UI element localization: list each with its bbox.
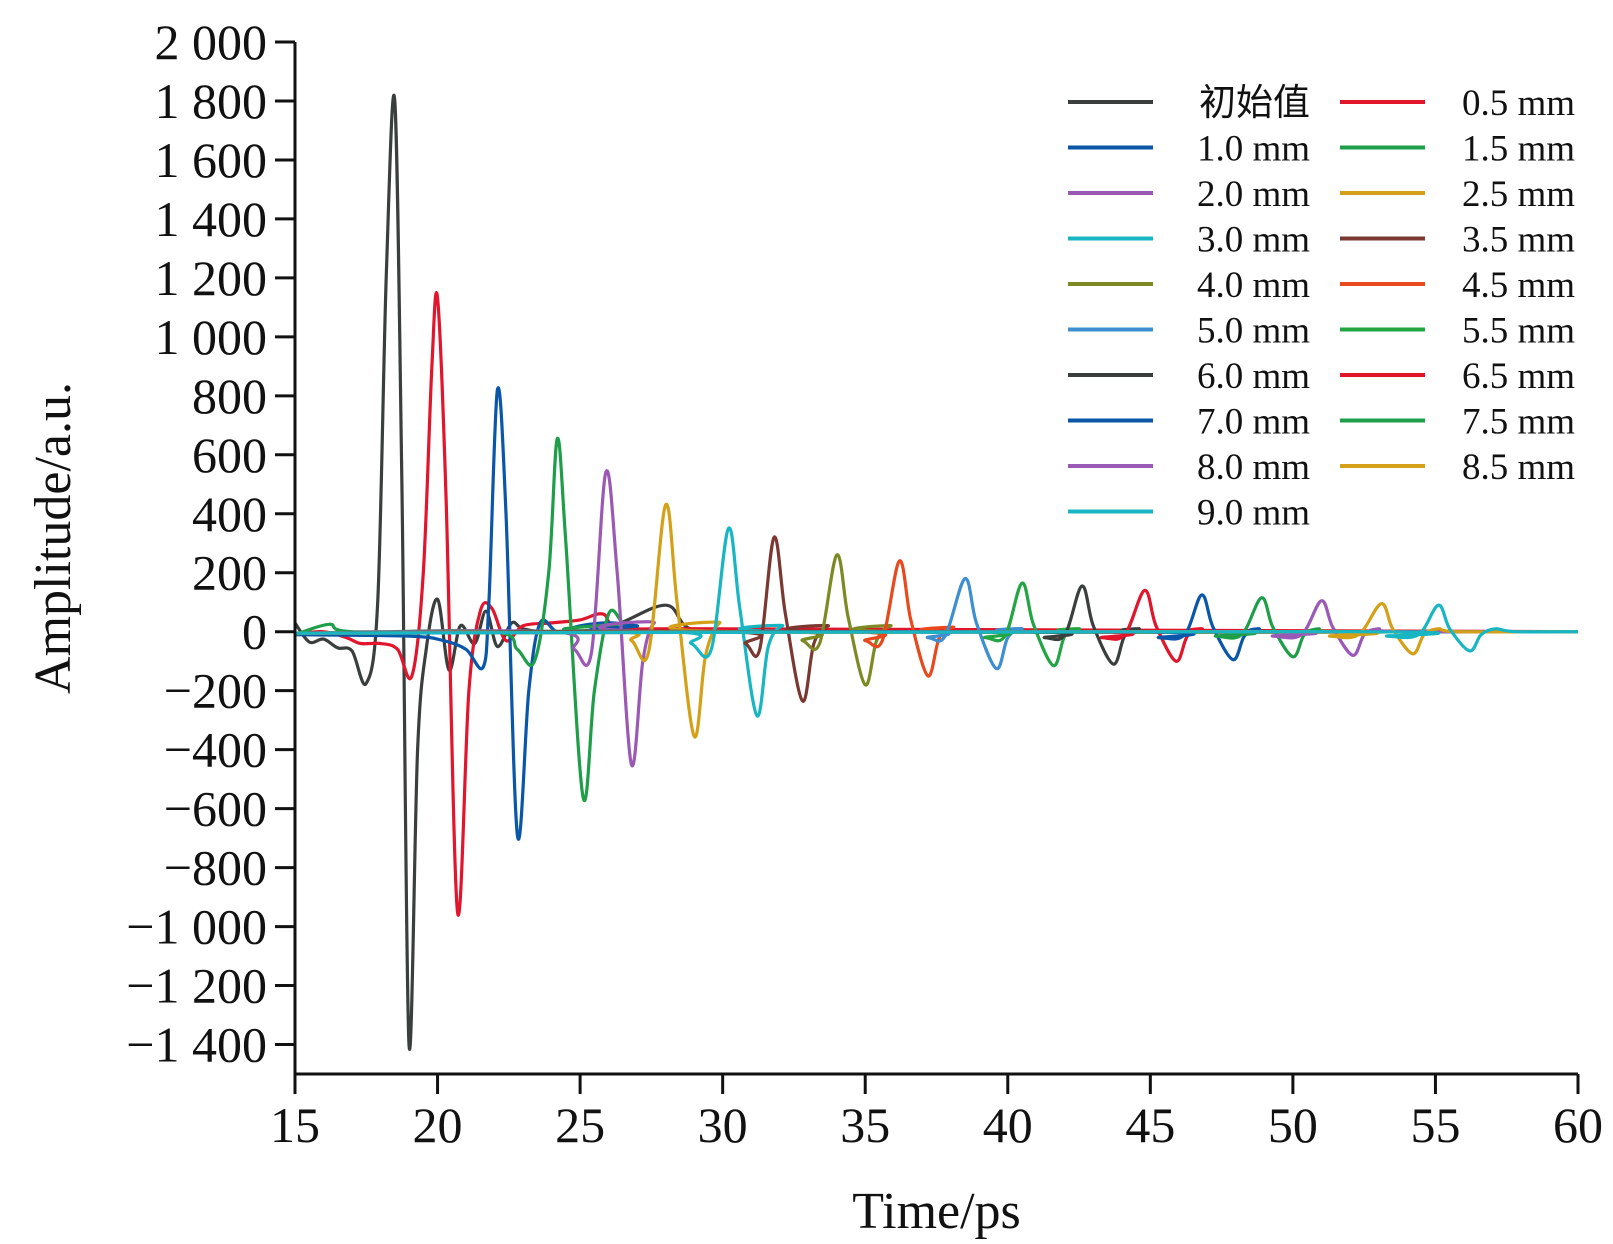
y-tick-label: −200 bbox=[164, 663, 267, 719]
y-tick-label: 800 bbox=[192, 368, 267, 424]
x-tick-label: 50 bbox=[1268, 1097, 1318, 1153]
y-tick-label: −1 200 bbox=[126, 958, 267, 1014]
legend-label: 4.0 mm bbox=[1197, 265, 1310, 306]
legend-item: 初始值 bbox=[1068, 83, 1310, 124]
legend-item: 9.0 mm bbox=[1068, 493, 1310, 534]
legend-item: 7.0 mm bbox=[1068, 402, 1310, 443]
x-tick-label: 45 bbox=[1125, 1097, 1175, 1153]
legend-item: 4.0 mm bbox=[1068, 265, 1310, 306]
legend-label: 2.0 mm bbox=[1197, 174, 1310, 215]
y-tick-label: 1 000 bbox=[155, 309, 268, 365]
x-tick-label: 35 bbox=[840, 1097, 890, 1153]
y-tick-label: 400 bbox=[192, 486, 267, 542]
legend-item: 4.5 mm bbox=[1340, 265, 1575, 306]
y-tick-label: −400 bbox=[164, 722, 267, 778]
y-tick-label: 600 bbox=[192, 427, 267, 483]
y-tick-label: 1 800 bbox=[155, 73, 268, 129]
legend-item: 1.5 mm bbox=[1340, 129, 1575, 170]
y-tick-label: 1 200 bbox=[155, 250, 268, 306]
legend-item: 8.5 mm bbox=[1340, 447, 1575, 488]
legend-label: 0.5 mm bbox=[1462, 83, 1575, 124]
legend-label: 7.5 mm bbox=[1462, 402, 1575, 443]
legend-item: 0.5 mm bbox=[1340, 83, 1575, 124]
x-tick-label: 55 bbox=[1410, 1097, 1460, 1153]
legend-label: 1.0 mm bbox=[1197, 129, 1310, 170]
legend-item: 3.0 mm bbox=[1068, 220, 1310, 261]
legend-label: 5.5 mm bbox=[1462, 311, 1575, 352]
series-line-2 bbox=[294, 386, 1579, 841]
legend-label: 4.5 mm bbox=[1462, 265, 1575, 306]
y-tick-label: 1 400 bbox=[155, 191, 268, 247]
legend-item: 6.5 mm bbox=[1340, 356, 1575, 397]
legend-label: 3.5 mm bbox=[1462, 220, 1575, 261]
series-layer bbox=[293, 93, 1579, 1051]
legend-label: 1.5 mm bbox=[1462, 129, 1575, 170]
y-tick-label: −1 000 bbox=[126, 899, 267, 955]
y-tick-label: 2 000 bbox=[155, 14, 268, 70]
legend-label: 8.5 mm bbox=[1462, 447, 1575, 488]
legend-label: 2.5 mm bbox=[1462, 174, 1575, 215]
x-axis-title: Time/ps bbox=[852, 1183, 1021, 1240]
legend-label: 9.0 mm bbox=[1197, 493, 1310, 534]
legend-item: 1.0 mm bbox=[1068, 129, 1310, 170]
y-tick-label: −1 400 bbox=[126, 1017, 267, 1073]
legend: 初始值 1.0 mm2.0 mm 3.0 mm4.0 mm 5.0 mm6.0 mm 7… bbox=[1068, 83, 1575, 534]
legend-item: 8.0 mm bbox=[1068, 447, 1310, 488]
y-tick-label: −800 bbox=[164, 840, 267, 896]
legend-item: 3.5 mm bbox=[1340, 220, 1575, 261]
legend-label: 6.5 mm bbox=[1462, 356, 1575, 397]
y-tick-label: 1 600 bbox=[155, 132, 268, 188]
y-tick-label: 200 bbox=[192, 545, 267, 601]
y-tick-label: 0 bbox=[242, 604, 267, 660]
series-line-18 bbox=[294, 603, 1579, 653]
legend-item: 6.0 mm bbox=[1068, 356, 1310, 397]
legend-item: 7.5 mm bbox=[1340, 402, 1575, 443]
legend-label: 3.0 mm bbox=[1197, 220, 1310, 261]
x-tick-label: 25 bbox=[555, 1097, 605, 1153]
legend-label: 6.0 mm bbox=[1197, 356, 1310, 397]
legend-item: 5.0 mm bbox=[1068, 311, 1310, 352]
legend-label: 初始值 bbox=[1199, 83, 1310, 124]
legend-item: 2.5 mm bbox=[1340, 174, 1575, 215]
x-tick-label: 40 bbox=[983, 1097, 1033, 1153]
y-axis-title: Amplitude/a.u. bbox=[25, 382, 82, 694]
x-tick-label: 15 bbox=[270, 1097, 320, 1153]
legend-label: 8.0 mm bbox=[1197, 447, 1310, 488]
x-tick-label: 30 bbox=[698, 1097, 748, 1153]
x-tick-label: 20 bbox=[413, 1097, 463, 1153]
legend-label: 5.0 mm bbox=[1197, 311, 1310, 352]
legend-item: 5.5 mm bbox=[1340, 311, 1575, 352]
legend-label: 7.0 mm bbox=[1197, 402, 1310, 443]
y-tick-label: −600 bbox=[164, 781, 267, 837]
legend-item: 2.0 mm bbox=[1068, 174, 1310, 215]
x-tick-label: 60 bbox=[1553, 1097, 1603, 1153]
